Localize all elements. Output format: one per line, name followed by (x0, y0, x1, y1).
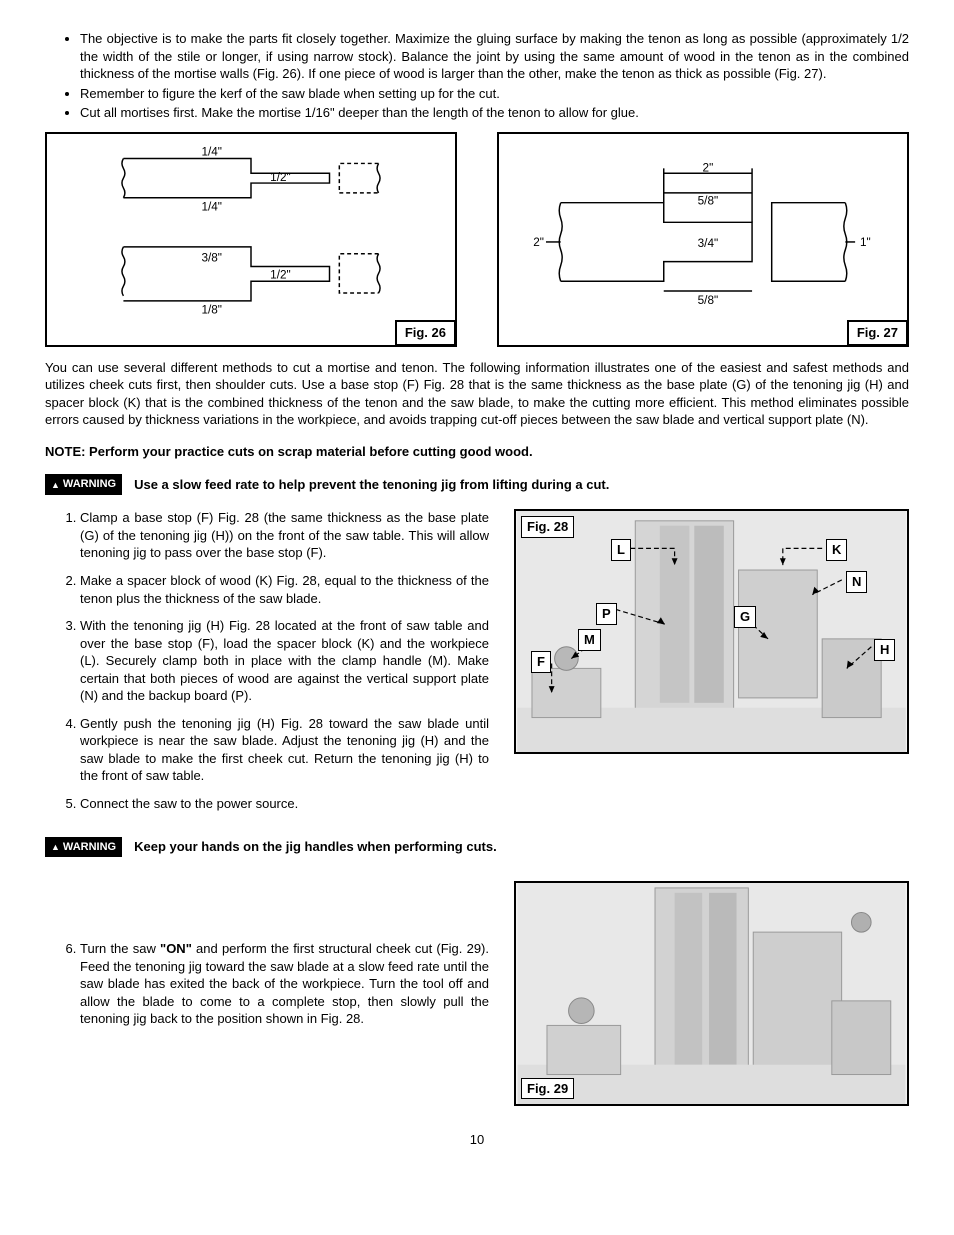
step6-on: "ON" (160, 941, 192, 956)
steps-list: Clamp a base stop (F) Fig. 28 (the same … (45, 509, 489, 812)
fig26-diagram: 1/4" 1/2" 1/4" 3/8" 1/2" 1/8" (47, 134, 455, 345)
practice-note: NOTE: Perform your practice cuts on scra… (45, 443, 909, 461)
figure-29: Fig. 29 (514, 881, 909, 1106)
fig27-diagram: 2" 5/8" 2" 3/4" 1" 5/8" (499, 134, 907, 345)
callout-K: K (826, 539, 847, 561)
figure-28: Fig. 28 L K N P G M F H (514, 509, 909, 754)
fig28-photo (516, 511, 907, 752)
svg-text:1/4": 1/4" (201, 200, 222, 213)
step-6: Turn the saw "ON" and perform the first … (80, 940, 489, 1028)
figure-27: 2" 5/8" 2" 3/4" 1" 5/8" Fig. 27 (497, 132, 909, 347)
svg-text:1": 1" (860, 236, 871, 249)
callout-F: F (531, 651, 551, 673)
figure-26: 1/4" 1/2" 1/4" 3/8" 1/2" 1/8" Fig. 26 (45, 132, 457, 347)
svg-text:3/8": 3/8" (201, 251, 222, 264)
step6-pre: Turn the saw (80, 941, 160, 956)
warning-badge: WARNING (45, 474, 122, 495)
step-item: Connect the saw to the power source. (80, 795, 489, 813)
warning-1-text: Use a slow feed rate to help prevent the… (134, 476, 609, 494)
fig28-label: Fig. 28 (521, 516, 574, 538)
step-item: Make a spacer block of wood (K) Fig. 28,… (80, 572, 489, 607)
callout-P: P (596, 603, 617, 625)
warning-1: WARNING Use a slow feed rate to help pre… (45, 474, 909, 495)
warning-2: WARNING Keep your hands on the jig handl… (45, 837, 909, 858)
bullet-item: Cut all mortises first. Make the mortise… (80, 104, 909, 122)
svg-text:1/4": 1/4" (201, 145, 222, 158)
fig27-label: Fig. 27 (847, 320, 908, 346)
steps-and-fig28: Clamp a base stop (F) Fig. 28 (the same … (45, 509, 909, 822)
svg-text:2": 2" (533, 236, 544, 249)
svg-text:1/2": 1/2" (270, 268, 291, 281)
callout-G: G (734, 606, 756, 628)
svg-text:3/4": 3/4" (698, 237, 719, 250)
step-item: Clamp a base stop (F) Fig. 28 (the same … (80, 509, 489, 562)
intro-bullets: The objective is to make the parts fit c… (45, 30, 909, 122)
para-methods: You can use several different methods to… (45, 359, 909, 429)
svg-text:5/8": 5/8" (698, 294, 719, 307)
step-item: Gently push the tenoning jig (H) Fig. 28… (80, 715, 489, 785)
callout-M: M (578, 629, 601, 651)
callout-H: H (874, 639, 895, 661)
steps-list-2: Turn the saw "ON" and perform the first … (45, 940, 489, 1028)
bullet-item: The objective is to make the parts fit c… (80, 30, 909, 83)
warning-badge: WARNING (45, 837, 122, 858)
fig29-photo (516, 883, 907, 1104)
svg-text:1/2": 1/2" (270, 171, 291, 184)
step6-and-fig29: Turn the saw "ON" and perform the first … (45, 871, 909, 1106)
fig26-label: Fig. 26 (395, 320, 456, 346)
callout-N: N (846, 571, 867, 593)
svg-text:1/8": 1/8" (201, 303, 222, 316)
warning-2-text: Keep your hands on the jig handles when … (134, 838, 497, 856)
svg-text:2": 2" (703, 161, 714, 174)
svg-text:5/8": 5/8" (698, 194, 719, 207)
fig29-label: Fig. 29 (521, 1078, 574, 1100)
step-item: With the tenoning jig (H) Fig. 28 locate… (80, 617, 489, 705)
figure-row-1: 1/4" 1/2" 1/4" 3/8" 1/2" 1/8" Fig. 26 (45, 132, 909, 347)
bullet-item: Remember to figure the kerf of the saw b… (80, 85, 909, 103)
callout-L: L (611, 539, 631, 561)
page-number: 10 (45, 1131, 909, 1149)
